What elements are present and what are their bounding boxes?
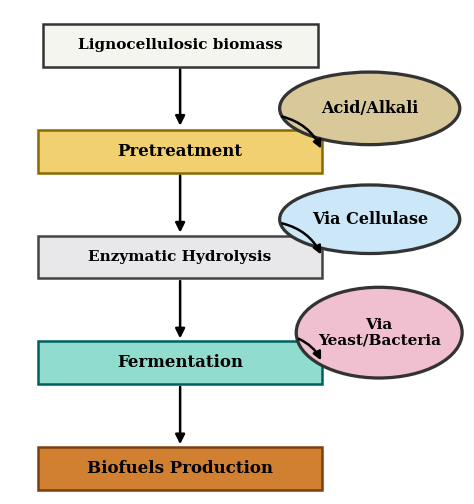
Ellipse shape: [280, 72, 460, 145]
Ellipse shape: [280, 185, 460, 254]
Text: Biofuels Production: Biofuels Production: [87, 460, 273, 477]
Text: Fermentation: Fermentation: [117, 354, 243, 371]
FancyArrowPatch shape: [283, 223, 320, 252]
Text: Enzymatic Hydrolysis: Enzymatic Hydrolysis: [89, 250, 272, 264]
FancyBboxPatch shape: [38, 130, 322, 172]
Text: Pretreatment: Pretreatment: [118, 143, 243, 160]
FancyBboxPatch shape: [38, 342, 322, 384]
Ellipse shape: [296, 287, 462, 378]
Text: Via
Yeast/Bacteria: Via Yeast/Bacteria: [318, 318, 441, 348]
FancyBboxPatch shape: [43, 24, 318, 67]
FancyArrowPatch shape: [283, 116, 320, 146]
Text: Via Cellulase: Via Cellulase: [312, 211, 428, 228]
Text: Lignocellulosic biomass: Lignocellulosic biomass: [78, 38, 283, 52]
FancyArrowPatch shape: [299, 339, 320, 358]
Text: Acid/Alkali: Acid/Alkali: [321, 100, 419, 117]
FancyBboxPatch shape: [38, 448, 322, 490]
FancyBboxPatch shape: [38, 236, 322, 278]
